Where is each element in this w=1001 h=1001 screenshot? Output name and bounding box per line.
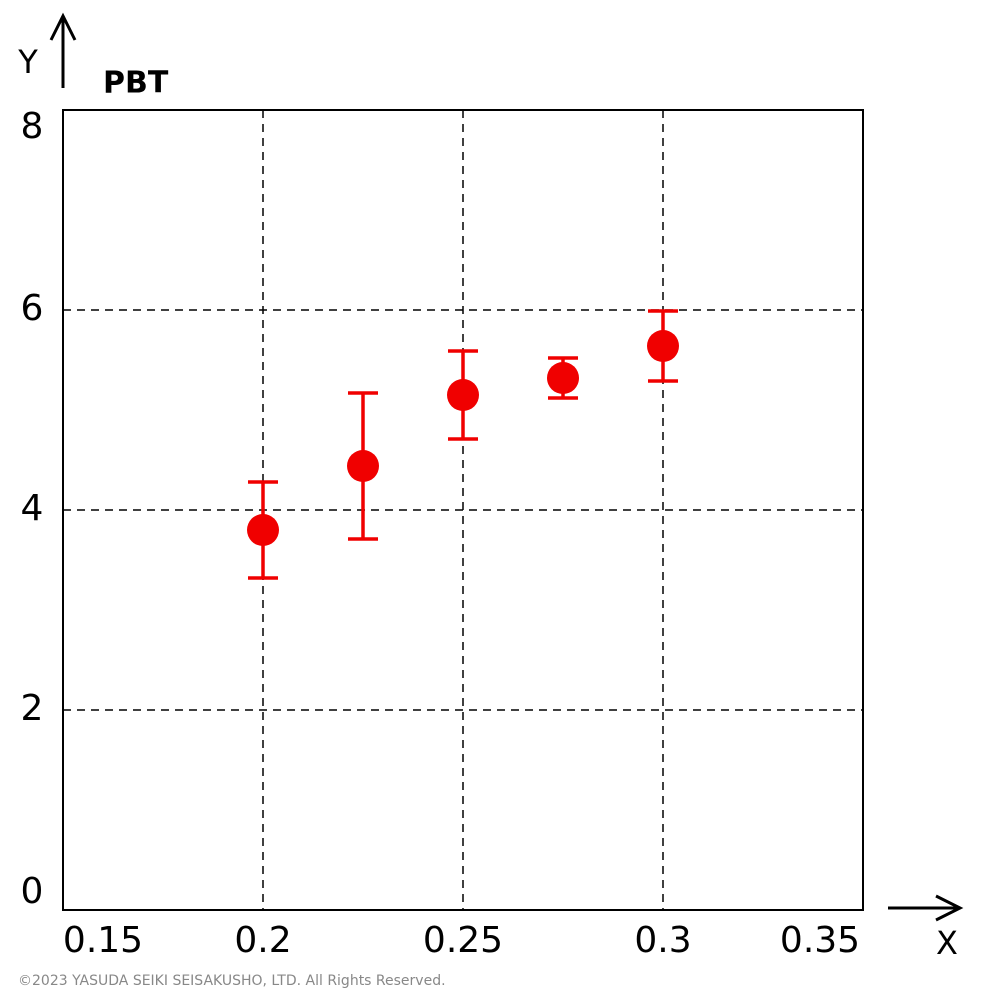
x-tick-label: 0.25 bbox=[423, 920, 503, 961]
y-tick-label: 6 bbox=[21, 288, 44, 329]
data-point bbox=[347, 450, 379, 482]
footer: ©2023 YASUDA SEIKI SEISAKUSHO, LTD. All … bbox=[18, 973, 446, 989]
data-point bbox=[447, 379, 479, 411]
data-point bbox=[547, 362, 579, 394]
x-tick-label: 0.3 bbox=[634, 920, 691, 961]
x-tick-label: 0.35 bbox=[780, 920, 860, 961]
x-tick-label: 0.2 bbox=[234, 920, 291, 961]
y-tick-label: 4 bbox=[21, 488, 44, 529]
x-tick-label: 0.15 bbox=[63, 920, 143, 961]
y-tick-label: 8 bbox=[21, 106, 44, 147]
data-point bbox=[247, 514, 279, 546]
y-arrow-head bbox=[49, 12, 77, 41]
data-point bbox=[647, 330, 679, 362]
chart-title: PBT bbox=[103, 66, 169, 101]
x-arrow-head bbox=[935, 894, 964, 922]
y-tick-label: 2 bbox=[21, 688, 44, 729]
y-axis-label: Y bbox=[17, 43, 38, 81]
x-axis-label: X bbox=[936, 924, 958, 962]
y-tick-label: 0 bbox=[21, 871, 44, 912]
